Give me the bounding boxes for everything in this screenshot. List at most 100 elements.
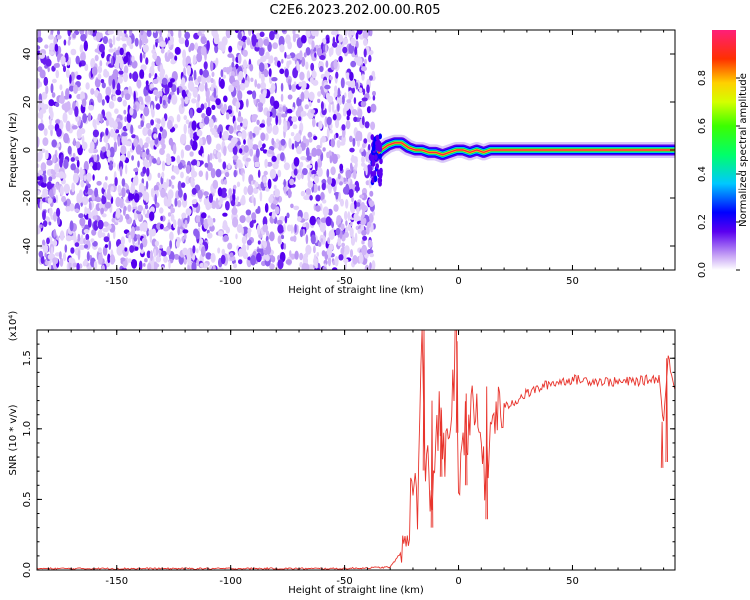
noise-speckle: [120, 145, 127, 155]
noise-speckle: [243, 67, 247, 76]
noise-speckle: [292, 106, 295, 113]
noise-speckle: [280, 138, 286, 146]
noise-speckle: [305, 147, 310, 158]
noise-speckle: [272, 124, 279, 136]
noise-speckle: [317, 185, 321, 192]
noise-speckle: [342, 37, 349, 45]
noise-speckle: [161, 129, 168, 139]
noise-speckle: [83, 40, 89, 52]
noise-speckle: [154, 193, 157, 205]
noise-speckle: [277, 259, 284, 270]
noise-speckle: [123, 30, 127, 34]
noise-speckle: [74, 106, 79, 118]
noise-speckle: [317, 167, 323, 177]
noise-speckle: [319, 55, 326, 60]
noise-speckle: [117, 136, 121, 147]
noise-speckle: [78, 244, 85, 250]
noise-speckle: [283, 179, 287, 188]
noise-speckle: [48, 176, 53, 182]
noise-speckle: [206, 134, 212, 145]
noise-speckle: [232, 155, 239, 160]
noise-speckle: [306, 155, 312, 161]
noise-speckle: [102, 227, 109, 233]
noise-speckle: [187, 92, 192, 98]
colorbar-label: Normalized spectral amplitude: [738, 73, 749, 227]
noise-speckle: [258, 47, 265, 56]
noise-speckle: [52, 154, 56, 164]
noise-speckle: [280, 93, 284, 102]
noise-speckle: [56, 207, 61, 217]
noise-speckle: [63, 133, 70, 144]
noise-speckle: [58, 95, 65, 105]
noise-speckle: [101, 99, 105, 106]
noise-speckle: [142, 159, 149, 167]
noise-speckle: [174, 55, 178, 61]
noise-speckle: [123, 72, 128, 83]
spectrogram-y-tick-label: 20: [22, 96, 33, 109]
noise-speckle: [335, 45, 342, 56]
noise-speckle: [249, 131, 253, 140]
noise-speckle: [295, 109, 302, 118]
noise-speckle: [221, 248, 226, 256]
noise-speckle: [316, 252, 320, 257]
noise-speckle: [181, 212, 187, 220]
noise-speckle: [360, 214, 364, 225]
spectrogram-y-tick-label: 40: [22, 48, 33, 61]
noise-speckle: [170, 175, 176, 180]
noise-speckle: [361, 229, 367, 236]
noise-speckle: [183, 67, 186, 78]
noise-speckle: [294, 250, 299, 260]
noise-speckle: [55, 119, 61, 125]
noise-speckle: [344, 210, 348, 221]
noise-speckle: [210, 127, 214, 133]
noise-speckle: [102, 36, 108, 44]
noise-speckle: [133, 193, 140, 203]
noise-speckle: [355, 32, 359, 40]
noise-speckle: [300, 80, 307, 91]
noise-speckle: [144, 204, 149, 210]
noise-speckle: [345, 220, 348, 227]
noise-speckle: [210, 77, 214, 84]
noise-speckle: [163, 227, 169, 232]
noise-speckle: [211, 200, 217, 210]
noise-speckle: [310, 62, 315, 71]
noise-speckle: [94, 187, 99, 198]
noise-speckle: [78, 62, 82, 67]
noise-speckle: [170, 78, 175, 83]
noise-speckle: [191, 199, 197, 205]
noise-speckle: [301, 262, 308, 270]
noise-speckle: [47, 66, 50, 73]
noise-speckle: [242, 35, 247, 41]
noise-speckle: [328, 47, 333, 57]
noise-speckle: [321, 135, 327, 143]
noise-speckle: [369, 190, 374, 197]
noise-speckle: [116, 121, 123, 130]
noise-speckle: [220, 254, 226, 265]
noise-speckle: [91, 66, 98, 76]
noise-speckle: [191, 140, 198, 151]
noise-speckle: [69, 203, 75, 212]
signal-onset-speckle: [375, 163, 380, 170]
noise-speckle: [121, 90, 124, 98]
noise-speckle: [219, 78, 225, 89]
noise-speckle: [196, 129, 203, 137]
noise-speckle: [333, 204, 339, 212]
noise-speckle: [255, 148, 260, 158]
noise-speckle: [182, 229, 189, 234]
noise-speckle: [70, 247, 75, 254]
noise-speckle: [65, 206, 71, 212]
noise-speckle: [90, 238, 95, 243]
noise-speckle: [83, 238, 86, 245]
noise-speckle: [158, 132, 162, 141]
spectrogram-panel: -150 -100 -50 0 50 -40 -20 0 20 40 Height of str…: [8, 29, 676, 296]
noise-speckle: [112, 121, 118, 130]
noise-speckle: [97, 92, 103, 103]
noise-speckle: [150, 83, 154, 89]
noise-speckle: [133, 104, 137, 110]
noise-speckle: [48, 221, 52, 226]
noise-speckle: [245, 157, 251, 162]
noise-speckle: [286, 224, 292, 232]
noise-speckle: [259, 123, 266, 128]
noise-speckle: [217, 247, 221, 254]
noise-speckle: [230, 199, 236, 207]
